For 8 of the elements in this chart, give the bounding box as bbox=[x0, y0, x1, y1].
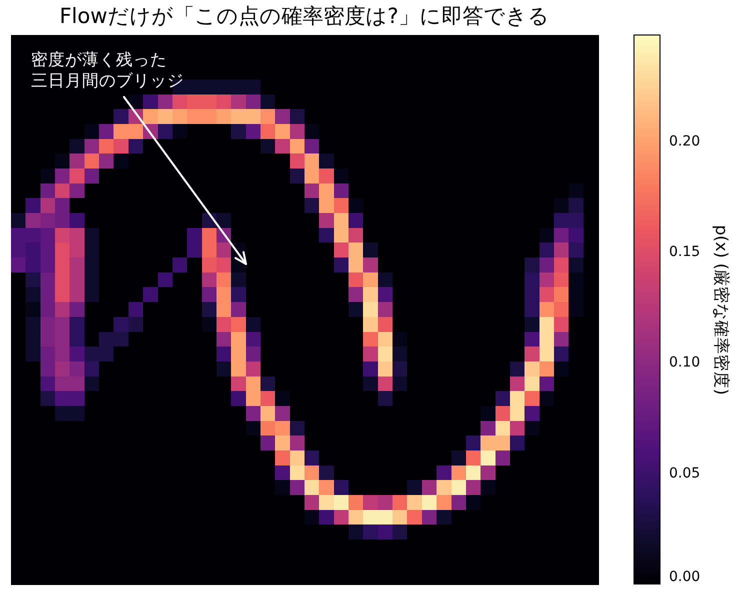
color-bar-label: 0.05 bbox=[669, 465, 700, 482]
chart-title: Flowだけが「この点の確率密度は?」に即答できる bbox=[59, 4, 550, 28]
color-bar-label: 0.00 bbox=[669, 569, 700, 585]
color-bar-title: p(x) (厳密な確率密度) bbox=[712, 224, 731, 396]
color-bar-label: 0.20 bbox=[669, 133, 700, 150]
annotation: 密度が薄く残った三日月間のブリッジ bbox=[31, 50, 184, 90]
color-bar-label: 0.10 bbox=[669, 354, 700, 371]
color-bar-label: 0.15 bbox=[669, 244, 700, 260]
